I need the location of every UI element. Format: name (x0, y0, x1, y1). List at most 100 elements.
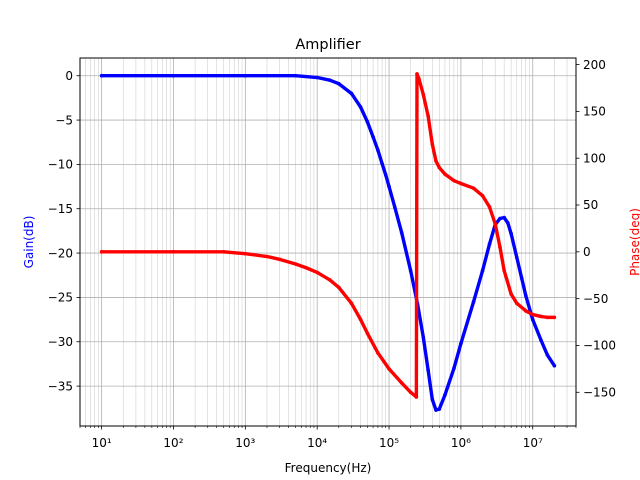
phase-point (509, 292, 513, 296)
y-right-tick-label: −50 (583, 292, 608, 306)
grid-layer (79, 58, 577, 426)
y-left-tick-label: −15 (48, 202, 73, 216)
phase-point (515, 301, 519, 306)
gain-point (545, 353, 550, 357)
gain-point (383, 173, 388, 177)
phase-point (171, 250, 176, 254)
x-tick-label: 10⁷ (523, 436, 543, 450)
x-tick-label: 10⁴ (307, 436, 327, 450)
y-right-tick-label: −150 (583, 385, 616, 399)
phase-point (414, 395, 419, 399)
phase-point (493, 221, 497, 226)
phase-point (415, 72, 419, 76)
phase-point (487, 205, 492, 209)
gain-point (443, 393, 447, 397)
y-left-tick-label: −25 (48, 291, 73, 305)
phase-point (399, 381, 404, 385)
gain-point (171, 73, 176, 78)
x-tick-label: 10¹ (92, 436, 112, 450)
gain-point (471, 300, 476, 304)
gain-point (328, 78, 332, 82)
phase-point (376, 351, 380, 355)
phase-point (243, 251, 248, 256)
y-left-tick-label: −30 (48, 335, 73, 349)
phase-point (480, 193, 485, 198)
phase-point (530, 312, 535, 317)
phase-point (471, 186, 476, 190)
gain-point (434, 408, 438, 412)
y-right-tick-label: 0 (583, 245, 591, 259)
y-left-axis-label: Gain(dB) (22, 216, 36, 269)
x-axis-label: Frequency(Hz) (285, 461, 372, 475)
gain-point (519, 276, 524, 280)
gain-point (399, 230, 404, 235)
phase-point (304, 265, 308, 270)
phase-point (349, 301, 354, 306)
y-right-tick-label: 150 (583, 105, 606, 119)
gain-point (387, 184, 391, 189)
gain-point (506, 221, 510, 225)
plot-frame (79, 57, 577, 427)
x-tick-label: 10⁶ (451, 436, 471, 450)
gain-point (99, 73, 104, 78)
phase-point (408, 390, 413, 395)
gain-point (523, 293, 528, 298)
x-tick-label: 10³ (235, 436, 255, 450)
gain-point (376, 148, 380, 153)
phase-point (315, 270, 319, 275)
y-right-tick-label: 50 (583, 198, 598, 212)
phase-point (430, 142, 435, 146)
phase-point (443, 172, 447, 176)
phase-point (459, 181, 463, 186)
x-tick-label: 10⁵ (379, 436, 399, 450)
x-tick-label: 10² (163, 436, 183, 450)
gain-point (243, 73, 248, 78)
phase-point (365, 331, 370, 336)
phase-point (434, 159, 438, 163)
gain-point (392, 205, 397, 209)
gain-point (426, 368, 430, 372)
phase-point (452, 178, 456, 183)
gain-point (452, 366, 456, 371)
phase-point (265, 254, 269, 259)
gain-point (502, 215, 506, 220)
gain-point (293, 73, 298, 78)
y-left-tick-label: −5 (55, 113, 73, 127)
gain-point (552, 363, 557, 368)
gain-point (530, 317, 535, 322)
y-left-tick-label: −20 (48, 246, 73, 260)
gain-point (408, 269, 413, 273)
gain-point (430, 397, 435, 402)
gain-point (421, 335, 426, 340)
y-left-tick-label: −35 (48, 379, 73, 393)
y-right-tick-label: 100 (583, 151, 606, 165)
phase-point (502, 268, 506, 273)
phase-point (552, 315, 557, 320)
gain-point (515, 255, 519, 260)
phase-point (437, 165, 442, 170)
phase-point (277, 257, 282, 262)
gain-point (539, 338, 543, 342)
phase-point (337, 285, 341, 290)
phase-point (387, 367, 391, 371)
gain-series-line (99, 74, 557, 412)
y-right-tick-label: −100 (583, 339, 616, 353)
phase-series-line (99, 72, 557, 399)
phase-point (426, 114, 430, 118)
phase-point (221, 250, 226, 254)
y-left-tick-label: 0 (65, 69, 73, 83)
chart-title: Amplifier (295, 37, 360, 53)
gain-point (337, 81, 341, 86)
gain-point (371, 135, 375, 139)
gain-point (349, 91, 354, 96)
gain-point (487, 242, 492, 247)
gain-point (358, 104, 363, 109)
gain-point (365, 120, 370, 124)
phase-point (523, 309, 528, 313)
data-layer (99, 72, 557, 412)
gain-point (480, 269, 485, 273)
phase-point (498, 245, 502, 249)
gain-point (498, 216, 502, 221)
